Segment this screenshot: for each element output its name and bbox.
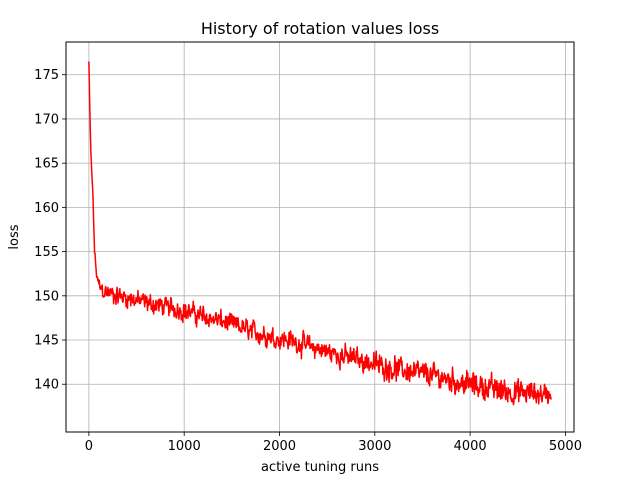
x-tick-label: 1000 bbox=[168, 439, 201, 454]
x-axis-ticks: 0 1000 2000 3000 4000 5000 bbox=[85, 432, 582, 454]
y-tick-label: 145 bbox=[34, 334, 59, 349]
y-axis-label: loss bbox=[7, 224, 22, 249]
y-tick-label: 175 bbox=[34, 68, 59, 83]
y-tick-label: 170 bbox=[34, 112, 59, 127]
x-axis-label: active tuning runs bbox=[261, 460, 379, 475]
y-tick-label: 150 bbox=[34, 289, 59, 304]
x-tick-label: 3000 bbox=[358, 439, 391, 454]
x-tick-label: 5000 bbox=[549, 439, 582, 454]
plot-frame bbox=[65, 41, 575, 433]
x-tick-label: 2000 bbox=[263, 439, 296, 454]
y-tick-label: 155 bbox=[34, 245, 59, 260]
y-axis-ticks: 140 145 150 155 160 165 170 175 bbox=[34, 68, 66, 393]
y-tick-label: 140 bbox=[34, 378, 59, 393]
chart-title: History of rotation values loss bbox=[201, 19, 439, 38]
y-tick-label: 160 bbox=[34, 201, 59, 216]
y-tick-label: 165 bbox=[34, 157, 59, 172]
x-tick-label: 0 bbox=[85, 439, 93, 454]
x-tick-label: 4000 bbox=[454, 439, 487, 454]
loss-series bbox=[88, 61, 552, 406]
grid bbox=[66, 42, 574, 432]
loss-line bbox=[88, 61, 552, 406]
